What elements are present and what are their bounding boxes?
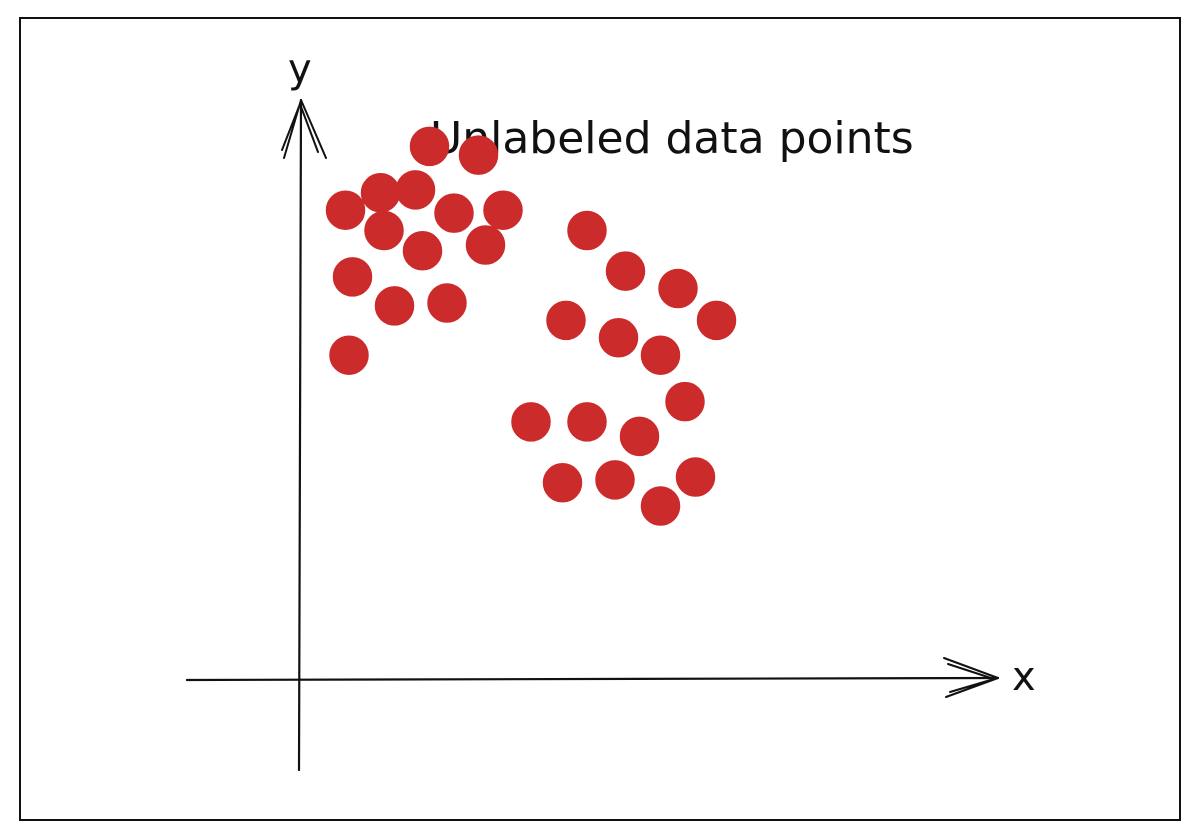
data-point-s1-2 <box>458 135 499 175</box>
data-point-s1-14 <box>329 335 369 375</box>
data-point-s1-10 <box>465 225 506 265</box>
x-axis-line <box>185 676 1000 682</box>
data-point-s2-12 <box>542 463 583 503</box>
data-point-s1-7 <box>325 190 366 230</box>
data-point-s2-8 <box>511 402 551 442</box>
data-point-s2-13 <box>595 460 635 500</box>
data-point-s2-2 <box>605 251 646 291</box>
data-point-s1-3 <box>360 173 401 213</box>
data-point-s1-1 <box>409 126 450 167</box>
x-axis: x <box>185 654 1036 700</box>
data-point-s2-5 <box>598 318 639 358</box>
x-axis-label: x <box>1012 654 1036 700</box>
data-point-s2-7 <box>696 300 737 341</box>
data-point-s2-9 <box>567 402 607 442</box>
data-point-s2-11 <box>665 381 705 422</box>
chart-frame <box>19 17 1181 821</box>
data-points <box>325 126 737 526</box>
data-point-s1-8 <box>364 210 404 251</box>
data-point-s2-15 <box>675 457 716 497</box>
data-point-s1-6 <box>483 190 523 230</box>
data-point-s1-12 <box>374 286 415 326</box>
y-axis-arrowhead <box>281 99 327 159</box>
data-point-s2-1 <box>567 210 607 251</box>
data-point-s1-4 <box>395 170 436 210</box>
data-point-s2-6 <box>640 335 681 375</box>
chart-title: Unlabeled data points <box>430 113 914 164</box>
y-axis-label: y <box>288 46 312 92</box>
data-point-s1-11 <box>332 257 373 297</box>
y-axis-line <box>297 98 303 772</box>
data-point-s1-5 <box>434 193 474 233</box>
data-point-s2-3 <box>658 268 698 309</box>
data-point-s1-9 <box>402 231 443 271</box>
y-axis: y <box>281 46 327 772</box>
data-point-s2-10 <box>619 416 660 457</box>
data-point-s2-14 <box>640 486 681 526</box>
data-point-s2-4 <box>546 300 586 341</box>
data-point-s1-13 <box>427 283 467 323</box>
x-axis-arrowhead <box>943 657 999 698</box>
